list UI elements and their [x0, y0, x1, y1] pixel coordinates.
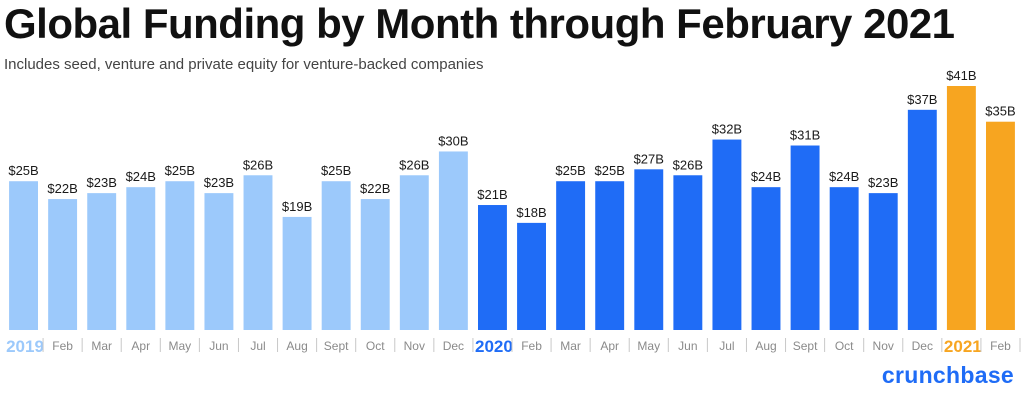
- data-label: $24B: [751, 169, 781, 184]
- month-label: Apr: [600, 339, 619, 353]
- year-label: 2021: [944, 337, 982, 356]
- bar: [438, 151, 468, 330]
- data-label: $41B: [946, 68, 976, 83]
- month-label: Oct: [835, 339, 854, 353]
- month-label: Dec: [443, 339, 464, 353]
- bar: [946, 86, 976, 330]
- year-label: 2020: [475, 337, 513, 356]
- data-label: $30B: [438, 133, 468, 148]
- data-label: $35B: [985, 104, 1015, 119]
- data-label: $25B: [555, 163, 585, 178]
- month-label: May: [169, 339, 192, 353]
- chart-title: Global Funding by Month through February…: [4, 0, 955, 47]
- month-label: Feb: [52, 339, 73, 353]
- data-label: $25B: [321, 163, 351, 178]
- month-label: Jun: [209, 339, 228, 353]
- chart-subtitle: Includes seed, venture and private equit…: [4, 56, 484, 73]
- month-label: Sept: [324, 339, 349, 353]
- month-label: Sept: [793, 339, 818, 353]
- data-label: $26B: [673, 157, 703, 172]
- bar: [204, 193, 234, 330]
- month-label: Feb: [521, 339, 542, 353]
- bar: [751, 187, 781, 330]
- data-label: $26B: [399, 157, 429, 172]
- data-label: $24B: [126, 169, 156, 184]
- bar: [282, 216, 312, 330]
- data-label: $26B: [243, 157, 273, 172]
- data-label: $25B: [165, 163, 195, 178]
- data-label: $25B: [595, 163, 625, 178]
- bar: [829, 187, 859, 330]
- data-label: $23B: [87, 175, 117, 190]
- bar: [634, 169, 664, 330]
- month-label: Oct: [366, 339, 385, 353]
- month-label: Mar: [91, 339, 112, 353]
- bar: [9, 181, 38, 330]
- month-label: Jun: [678, 339, 697, 353]
- data-label: $25B: [8, 163, 38, 178]
- bar: [126, 187, 156, 330]
- bar: [595, 181, 625, 330]
- bar: [87, 193, 117, 330]
- data-label: $23B: [868, 175, 898, 190]
- data-label: $19B: [282, 199, 312, 214]
- data-label: $23B: [204, 175, 234, 190]
- data-label: $18B: [516, 205, 546, 220]
- bar: [986, 121, 1015, 331]
- data-label: $31B: [790, 128, 820, 143]
- crunchbase-logo: crunchbase: [881, 362, 1014, 388]
- bar: [556, 181, 586, 330]
- bar: [48, 199, 78, 330]
- month-label: May: [637, 339, 660, 353]
- month-label: Feb: [990, 339, 1011, 353]
- month-label: Mar: [560, 339, 581, 353]
- month-label: Aug: [286, 339, 307, 353]
- data-label: $21B: [477, 187, 507, 202]
- bar: [517, 222, 546, 330]
- data-label: $37B: [907, 92, 937, 107]
- data-label: $22B: [47, 181, 77, 196]
- bar: [673, 175, 703, 330]
- data-label: $32B: [712, 122, 742, 137]
- bar: [165, 181, 195, 330]
- data-label: $22B: [360, 181, 390, 196]
- month-label: Jul: [250, 339, 265, 353]
- month-label: Nov: [404, 339, 425, 353]
- bar: [321, 181, 351, 330]
- bar: [790, 145, 820, 330]
- data-label: $27B: [634, 151, 664, 166]
- bar: [907, 109, 937, 331]
- month-label: Dec: [912, 339, 933, 353]
- month-label: Aug: [755, 339, 776, 353]
- bar: [712, 139, 742, 330]
- bar: [360, 199, 390, 330]
- bar: [478, 205, 507, 330]
- month-label: Nov: [873, 339, 894, 353]
- bar: [243, 175, 273, 330]
- bar: [399, 175, 429, 330]
- bar: [868, 193, 898, 330]
- year-label: 2019: [6, 337, 44, 356]
- month-label: Jul: [719, 339, 734, 353]
- data-label: $24B: [829, 169, 859, 184]
- month-label: Apr: [131, 339, 150, 353]
